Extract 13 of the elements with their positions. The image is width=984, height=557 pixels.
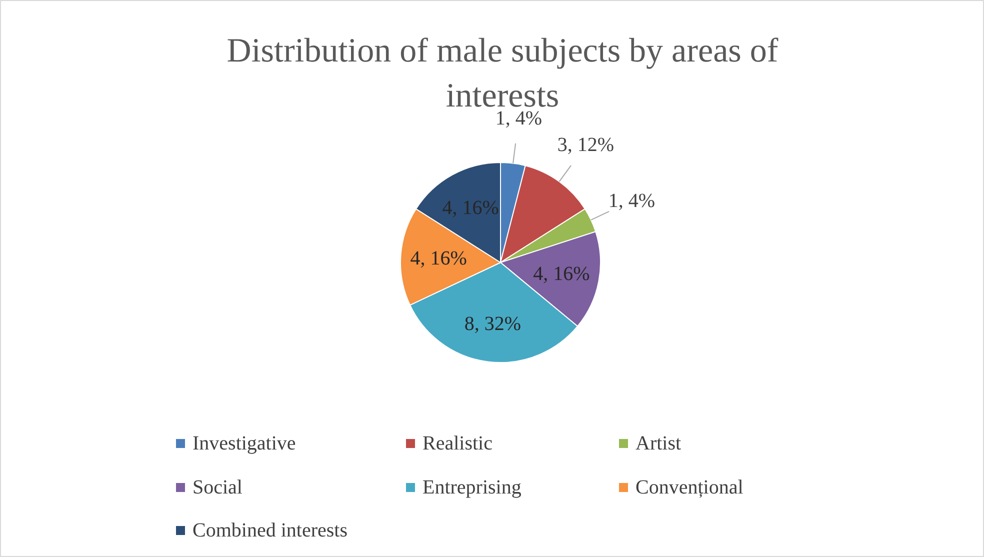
data-label: 4, 16% (533, 263, 590, 286)
legend-label: Convențional (636, 476, 744, 498)
legend-label: Social (192, 476, 243, 498)
legend-label: Investigative (192, 432, 296, 454)
legend-label: Realistic (422, 432, 493, 454)
data-label: 1, 4% (608, 190, 656, 212)
data-label: 4, 16% (442, 197, 499, 220)
data-label: 8, 32% (464, 313, 522, 336)
legend-label: Artist (636, 432, 682, 454)
data-label: 3, 12% (557, 134, 614, 156)
legend-label: Entreprising (422, 476, 522, 498)
legend-label: Combined interests (192, 520, 348, 542)
data-label: 4, 16% (410, 248, 467, 270)
